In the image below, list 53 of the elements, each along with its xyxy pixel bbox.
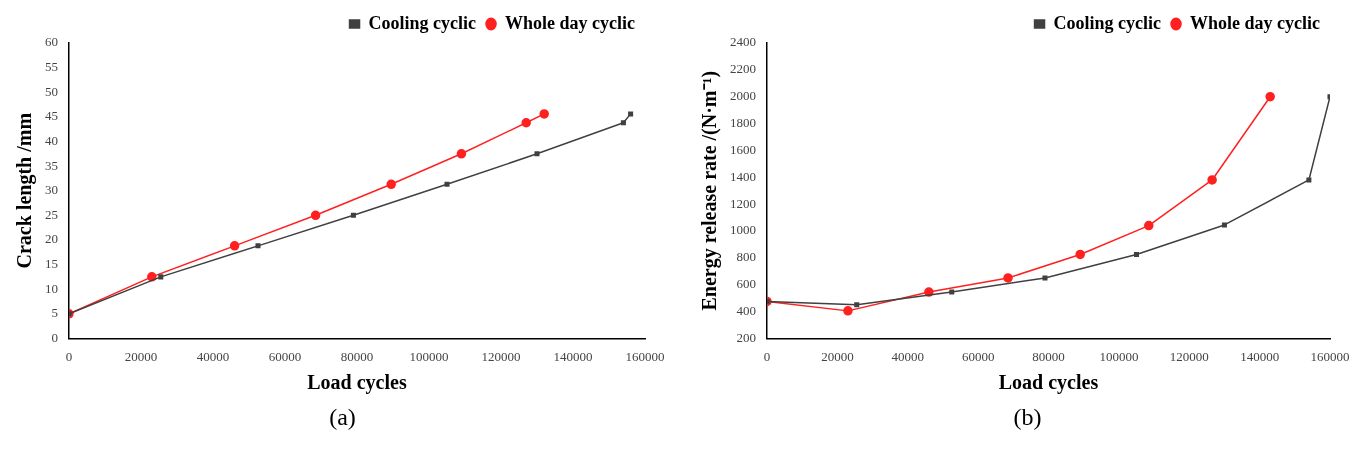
y-tick-label: 2200 <box>730 61 756 77</box>
x-tick-label: 120000 <box>481 348 521 364</box>
y-tick-label: 45 <box>45 108 58 124</box>
y-tick-label: 60 <box>45 34 58 50</box>
text: (a) <box>328 404 357 431</box>
y-tick-label: 20 <box>45 231 58 247</box>
x-tick-label: 100000 <box>409 348 449 364</box>
x-tick-label: 100000 <box>1099 348 1139 364</box>
y-tick-label: 30 <box>45 182 58 198</box>
x-tick-label: 0 <box>65 348 73 364</box>
x-tick-label: 140000 <box>1240 348 1280 364</box>
x-axis-title: Load cycles <box>307 371 407 395</box>
y-tick-label: 5 <box>51 305 58 321</box>
x-tick-label: 40000 <box>196 348 230 364</box>
y-tick-label: 25 <box>45 206 58 222</box>
y-tick-label: 2000 <box>730 88 756 104</box>
x-tick-label: 0 <box>763 348 771 364</box>
y-tick-label: 1800 <box>730 114 756 130</box>
y-tick-label: 35 <box>45 157 58 173</box>
x-tick-label: 20000 <box>821 348 854 364</box>
y-tick-label: 10 <box>45 280 58 296</box>
x-tick-label: 140000 <box>553 348 593 364</box>
x-tick-label: 160000 <box>625 348 665 364</box>
x-tick-label: 120000 <box>1169 348 1209 364</box>
y-tick-label: 1000 <box>730 222 756 238</box>
y-axis-title: Energy release rate /(N·m⁻¹) <box>698 70 722 311</box>
y-tick-label: 15 <box>45 255 58 271</box>
y-tick-label: 40 <box>45 132 58 148</box>
y-tick-label: 400 <box>736 302 756 318</box>
x-tick-label: 20000 <box>124 348 158 364</box>
y-tick-label: 2400 <box>730 34 756 50</box>
y-tick-label: 800 <box>736 249 756 265</box>
legend-label: Cooling cyclic <box>368 12 477 33</box>
y-tick-label: 1600 <box>730 141 756 157</box>
legend-label: Whole day cyclic <box>1190 12 1321 33</box>
x-tick-label: 80000 <box>340 348 374 364</box>
y-tick-label: 200 <box>736 329 756 345</box>
x-tick-label: 60000 <box>961 348 995 364</box>
x-tick-label: 160000 <box>1310 348 1350 364</box>
x-tick-label: 40000 <box>891 348 924 364</box>
y-axis-title: Crack length /mm <box>13 112 37 269</box>
x-tick-label: 80000 <box>1032 348 1065 364</box>
y-tick-label: 1200 <box>730 195 756 211</box>
legend-label: Whole day cyclic <box>505 12 636 33</box>
y-tick-label: 55 <box>45 59 58 75</box>
legend-label: Cooling cyclic <box>1053 12 1162 33</box>
y-tick-label: 0 <box>51 329 58 345</box>
y-tick-label: 1400 <box>730 168 756 184</box>
y-tick-label: 50 <box>45 83 58 99</box>
y-tick-label: 600 <box>736 276 756 292</box>
x-axis-title: Load cycles <box>998 371 1099 395</box>
text: (b) <box>1012 404 1043 431</box>
x-tick-label: 60000 <box>268 348 302 364</box>
